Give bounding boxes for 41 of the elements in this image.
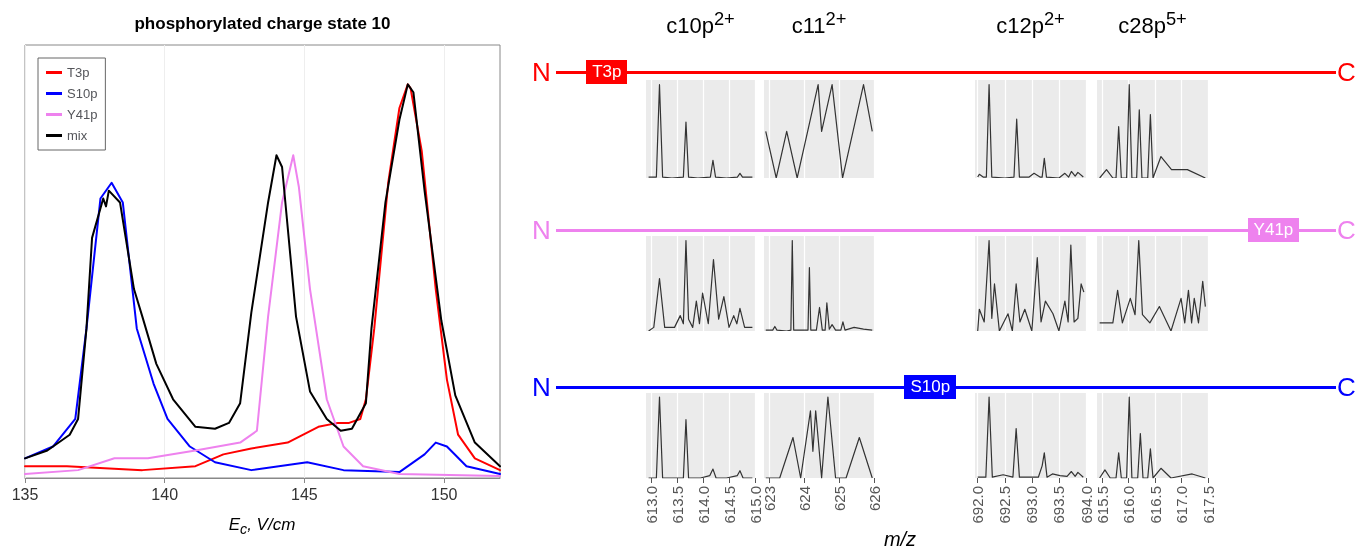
chart-title: c11$^{2+}$ bbox=[790, 8, 848, 40]
x-axis-title: E$_{c}$, V/cm bbox=[227, 515, 297, 538]
x-tick-label: 625 bbox=[830, 486, 848, 512]
x-tick-label: 617.0 bbox=[1173, 486, 1191, 524]
legend-label: Y41p bbox=[67, 107, 98, 122]
text: S10p bbox=[904, 375, 957, 399]
text: C bbox=[1337, 215, 1356, 245]
legend-label: S10p bbox=[67, 86, 98, 101]
chart-title: c12p$^{2+}$ bbox=[995, 8, 1066, 40]
x-tick-label: 140 bbox=[151, 485, 179, 503]
text: N bbox=[532, 372, 551, 402]
x-tick-label: 613.0 bbox=[642, 486, 660, 524]
x-tick-label: 135 bbox=[11, 485, 39, 503]
chart-title: c28p$^{5+}$ bbox=[1117, 8, 1188, 40]
legend-label: mix bbox=[67, 128, 88, 143]
chart-title: c10p$^{2+}$ bbox=[665, 8, 736, 40]
x-tick-label: 626 bbox=[865, 486, 883, 512]
x-tick-label: 694.0 bbox=[1077, 486, 1095, 524]
legend-label: T3p bbox=[67, 65, 90, 80]
x-axis-title: m/z bbox=[882, 528, 918, 551]
x-tick-label: 150 bbox=[430, 485, 458, 503]
x-tick-label: 613.5 bbox=[668, 486, 686, 524]
x-tick-label: 616.5 bbox=[1146, 486, 1164, 524]
text: N bbox=[532, 57, 551, 87]
x-tick-label: 145 bbox=[291, 485, 318, 503]
text: N bbox=[532, 215, 551, 245]
text: Y41p bbox=[1247, 218, 1300, 242]
x-tick-label: 692.0 bbox=[969, 486, 987, 524]
x-tick-label: 617.5 bbox=[1199, 486, 1217, 524]
chart-title: phosphorylated charge state 10 bbox=[134, 14, 391, 33]
x-tick-label: 693.0 bbox=[1023, 486, 1041, 524]
x-tick-label: 693.5 bbox=[1050, 486, 1068, 524]
x-tick-label: 616.0 bbox=[1120, 486, 1138, 524]
x-tick-label: 614.5 bbox=[720, 486, 738, 524]
x-tick-label: 624 bbox=[795, 486, 813, 512]
text: T3p bbox=[586, 60, 628, 84]
text: C bbox=[1337, 372, 1356, 402]
x-tick-label: 615.5 bbox=[1093, 486, 1111, 524]
x-tick-label: 614.0 bbox=[694, 486, 712, 524]
text: C bbox=[1337, 57, 1356, 87]
x-tick-label: 692.5 bbox=[996, 486, 1014, 524]
